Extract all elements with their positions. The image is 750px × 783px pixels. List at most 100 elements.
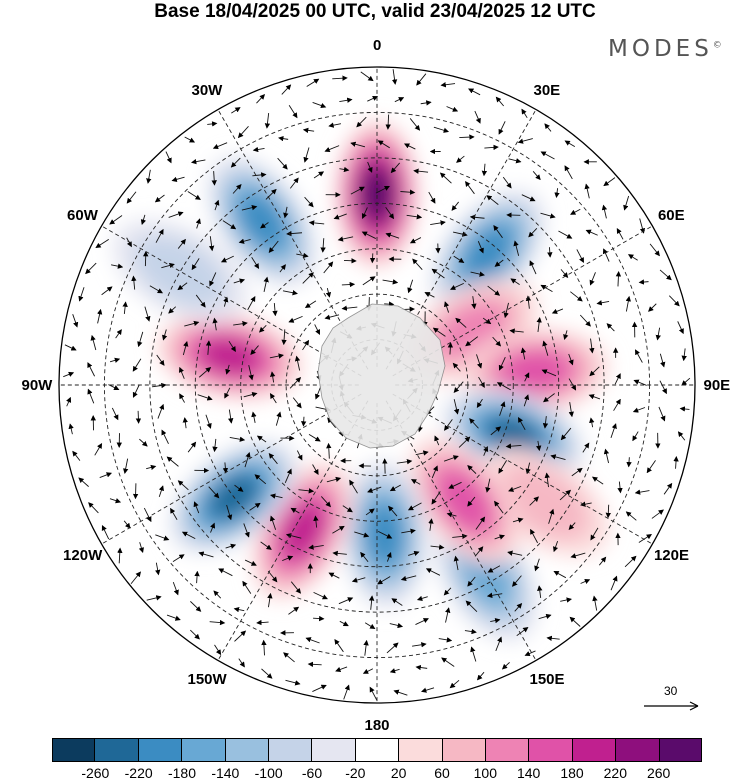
wind-vector-282	[338, 597, 354, 605]
wind-vector-162	[244, 451, 251, 468]
wind-vector-265	[579, 314, 591, 327]
wind-vector-39	[326, 442, 332, 459]
wind-vector-65	[275, 411, 282, 426]
wind-vector-395	[123, 458, 129, 474]
wind-vector-243	[208, 486, 220, 499]
wind-vector-59	[434, 435, 440, 446]
wind-vector-100	[302, 272, 314, 284]
wind-vector-421	[554, 188, 560, 198]
wind-vector-160	[269, 493, 283, 499]
wind-vector-548	[659, 269, 672, 281]
chart-title: Base 18/04/2025 00 UTC, valid 23/04/2025…	[154, 1, 596, 22]
wind-vector-178	[510, 278, 520, 285]
meridian-240	[101, 393, 362, 545]
wind-vector-259	[350, 186, 365, 195]
wind-vector-350	[177, 238, 186, 249]
wind-vector-512	[88, 502, 99, 514]
wind-vector-526	[165, 151, 172, 164]
wind-vector-499	[538, 613, 552, 620]
wind-vector-541	[544, 123, 552, 132]
wind-vector-185	[536, 440, 542, 452]
wind-vector-189	[475, 516, 486, 530]
wind-vector-253	[220, 255, 234, 263]
wind-vector-112	[496, 382, 511, 391]
wind-vector-409	[252, 146, 265, 153]
wind-vector-342	[139, 438, 148, 447]
wind-vector-44	[294, 355, 301, 371]
wind-vector-326	[465, 600, 478, 612]
wind-vector-69	[281, 329, 287, 346]
wind-vector-237	[328, 572, 340, 579]
wind-vector-105	[412, 258, 423, 270]
wind-vector-555	[673, 455, 679, 469]
wind-vector-217	[513, 240, 520, 256]
wind-vector-319	[591, 476, 604, 485]
wind-vector-320	[580, 501, 592, 507]
wind-vector-487	[655, 327, 661, 341]
wind-vector-406	[187, 191, 201, 200]
anomaly-contour-12-4	[200, 338, 260, 375]
wind-vector-423	[585, 229, 598, 236]
wind-vector-276	[487, 565, 501, 573]
wind-vector-365	[521, 194, 536, 202]
wind-vector-329	[389, 622, 404, 629]
logo-text: MODES	[608, 36, 713, 62]
wind-vector-561	[592, 595, 598, 611]
wind-vector-490	[658, 406, 666, 422]
wind-vector-483	[616, 227, 624, 240]
wind-vector-477	[498, 121, 506, 135]
wind-vector-370	[596, 300, 610, 306]
wind-vector-89	[389, 484, 401, 492]
colorbar-tick-1: -220	[124, 765, 153, 781]
longitude-label-6: 180	[364, 716, 390, 734]
wind-vector-404	[155, 228, 164, 243]
wind-vector-152	[446, 512, 457, 518]
wind-vector-76	[407, 279, 414, 294]
wind-vector-224	[568, 402, 574, 418]
wind-vector-255	[260, 222, 269, 229]
wind-vector-471	[339, 97, 353, 103]
wind-vector-515	[68, 423, 74, 435]
wind-vector-422	[570, 208, 581, 215]
wind-vector-211	[268, 240, 279, 253]
map-boundary	[58, 66, 696, 704]
wind-vector-106	[431, 268, 445, 279]
wind-vector-61	[396, 459, 413, 465]
wind-vector-228	[529, 496, 539, 506]
anomaly-contour-5-5	[487, 416, 540, 453]
wind-vector-410	[278, 135, 289, 142]
wind-vector-177	[494, 259, 504, 267]
wind-vector-479	[540, 151, 555, 160]
wind-vector-222	[568, 353, 574, 366]
wind-vector-547	[649, 243, 660, 257]
wind-vector-380	[438, 637, 453, 643]
wind-vector-77	[424, 292, 435, 298]
wind-vector-279	[416, 595, 428, 601]
wind-vector-535	[391, 69, 398, 85]
wind-vector-130	[248, 365, 254, 381]
wind-vector-125	[284, 468, 292, 483]
wind-vector-377	[514, 603, 523, 612]
wind-vector-551	[681, 348, 687, 362]
wind-vector-213	[308, 220, 325, 226]
wind-vector-304	[289, 177, 299, 189]
wind-vector-511	[101, 525, 110, 540]
logo-mark: ©	[712, 40, 722, 51]
wind-vector-501	[495, 636, 503, 652]
wind-vector-449	[138, 542, 144, 554]
wind-vector-184	[542, 416, 549, 429]
wind-vector-472	[367, 95, 379, 102]
wind-vector-272	[559, 489, 572, 501]
wind-vector-314	[528, 227, 538, 238]
wind-vector-240	[260, 541, 272, 550]
wind-vector-54	[447, 342, 454, 355]
wind-vector-202	[212, 438, 218, 453]
colorbar-swatch-12	[572, 738, 617, 762]
wind-vector-341	[146, 464, 157, 471]
wind-vector-505	[214, 644, 222, 656]
wind-vector-50	[384, 301, 395, 307]
wind-vector-569	[393, 689, 408, 696]
wind-vector-309	[413, 168, 429, 174]
wind-vector-522	[95, 239, 109, 249]
wind-vector-336	[218, 568, 233, 577]
